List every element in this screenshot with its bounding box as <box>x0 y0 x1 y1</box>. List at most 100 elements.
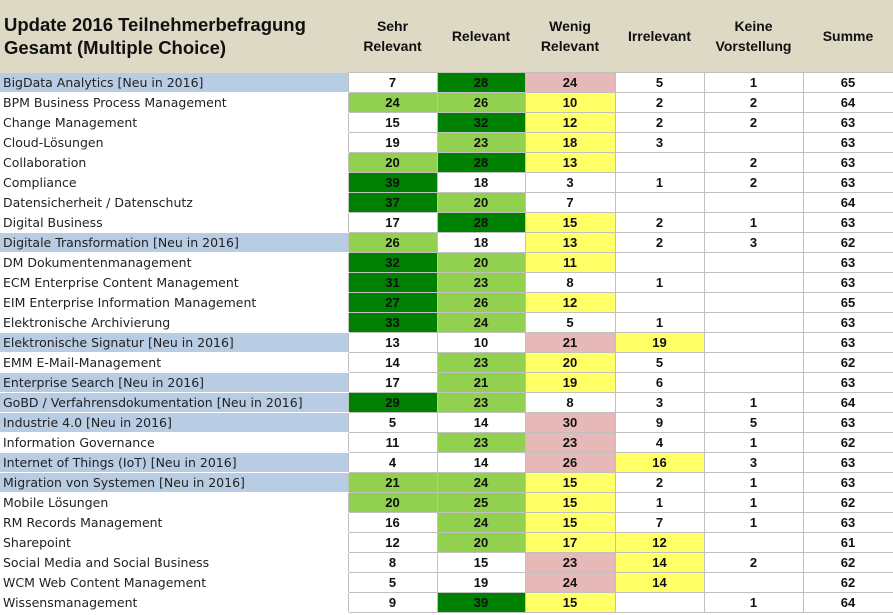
value-cell <box>703 312 804 333</box>
table-row: WCM Web Content Management 5 19 24 14 62 <box>0 572 893 593</box>
value-cell: 29 <box>347 392 438 413</box>
value-cell: 23 <box>524 432 616 453</box>
value-cell <box>703 132 804 153</box>
value-cell: 19 <box>436 572 526 593</box>
value-cell: 8 <box>524 272 616 293</box>
value-cell: 23 <box>436 272 526 293</box>
value-cell: 15 <box>524 592 616 613</box>
value-cell: 13 <box>524 152 616 173</box>
value-cell: 62 <box>802 572 893 593</box>
value-cell: 14 <box>436 412 526 433</box>
value-cell: 39 <box>436 592 526 613</box>
value-cell: 31 <box>347 272 438 293</box>
value-cell: 23 <box>436 432 526 453</box>
table-row: EMM E-Mail-Management 14 23 20 5 62 <box>0 352 893 373</box>
value-cell: 3 <box>703 232 804 253</box>
table-row: Enterprise Search [Neu in 2016] 17 21 19 6 63 <box>0 372 893 393</box>
value-cell: 11 <box>524 252 616 273</box>
value-cell: 63 <box>802 152 893 173</box>
table-title: Update 2016 Teilnehmerbefragung Gesamt (M… <box>0 0 348 73</box>
value-cell: 5 <box>614 72 705 93</box>
row-label: Digital Business <box>0 212 348 233</box>
value-cell: 62 <box>802 432 893 453</box>
value-cell: 1 <box>614 172 705 193</box>
value-cell: 1 <box>614 492 705 513</box>
value-cell <box>703 332 804 353</box>
value-cell: 63 <box>802 272 893 293</box>
value-cell: 24 <box>436 312 526 333</box>
value-cell <box>703 192 804 213</box>
value-cell: 3 <box>614 392 705 413</box>
value-cell: 27 <box>347 292 438 313</box>
table-row: Elektronische Archivierung 33 24 5 1 63 <box>0 312 893 333</box>
value-cell <box>703 372 804 393</box>
value-cell: 20 <box>524 352 616 373</box>
value-cell: 14 <box>614 552 705 573</box>
value-cell: 18 <box>436 232 526 253</box>
value-cell: 7 <box>347 72 438 93</box>
value-cell: 1 <box>614 312 705 333</box>
value-cell: 15 <box>436 552 526 573</box>
header-row: Update 2016 Teilnehmerbefragung Gesamt (M… <box>0 0 893 73</box>
table-row: Compliance 39 18 3 1 2 63 <box>0 172 893 193</box>
value-cell: 63 <box>802 132 893 153</box>
value-cell: 12 <box>524 112 616 133</box>
table-row: Collaboration 20 28 13 2 63 <box>0 152 893 173</box>
value-cell: 65 <box>802 292 893 313</box>
value-cell: 1 <box>703 212 804 233</box>
table-row: DM Dokumentenmanagement 32 20 11 63 <box>0 252 893 273</box>
value-cell: 7 <box>614 512 705 533</box>
value-cell: 30 <box>524 412 616 433</box>
table-row: Internet of Things (IoT) [Neu in 2016] 4 1… <box>0 452 893 473</box>
column-header-irrelevant: Irrelevant <box>615 0 704 73</box>
value-cell: 1 <box>703 72 804 93</box>
column-header-sehr-relevant: Sehr Relevant <box>348 0 437 73</box>
row-label: Cloud-Lösungen <box>0 132 348 153</box>
row-label: EMM E-Mail-Management <box>0 352 348 373</box>
value-cell <box>703 352 804 373</box>
value-cell: 5 <box>614 352 705 373</box>
value-cell: 5 <box>347 412 438 433</box>
table-row: Elektronische Signatur [Neu in 2016] 13 10… <box>0 332 893 353</box>
value-cell: 17 <box>347 212 438 233</box>
value-cell <box>614 592 705 613</box>
value-cell: 19 <box>347 132 438 153</box>
value-cell: 63 <box>802 452 893 473</box>
value-cell: 14 <box>436 452 526 473</box>
table-row: Cloud-Lösungen 19 23 18 3 63 <box>0 132 893 153</box>
value-cell: 3 <box>614 132 705 153</box>
table-row: BPM Business Process Management 24 26 10 2 2 6… <box>0 92 893 113</box>
value-cell: 16 <box>614 452 705 473</box>
value-cell: 20 <box>436 252 526 273</box>
value-cell: 24 <box>524 572 616 593</box>
value-cell: 1 <box>703 592 804 613</box>
value-cell: 28 <box>436 72 526 93</box>
value-cell: 2 <box>703 552 804 573</box>
row-label: Sharepoint <box>0 532 348 553</box>
value-cell: 1 <box>703 512 804 533</box>
table-row: GoBD / Verfahrensdokumentation [Neu in 2… <box>0 392 893 413</box>
value-cell: 8 <box>524 392 616 413</box>
table-row: Digital Business 17 28 15 2 1 63 <box>0 212 893 233</box>
value-cell: 32 <box>436 112 526 133</box>
value-cell: 20 <box>436 192 526 213</box>
title-line-1: Update 2016 Teilnehmerbefragung <box>4 14 306 36</box>
value-cell: 64 <box>802 92 893 113</box>
row-label: RM Records Management <box>0 512 348 533</box>
row-label: Social Media and Social Business <box>0 552 348 573</box>
value-cell: 2 <box>614 92 705 113</box>
column-header-keine-vorstellung: Keine Vorstellung <box>704 0 803 73</box>
value-cell: 62 <box>802 232 893 253</box>
value-cell: 63 <box>802 252 893 273</box>
value-cell: 10 <box>524 92 616 113</box>
row-label: Industrie 4.0 [Neu in 2016] <box>0 412 348 433</box>
value-cell: 14 <box>614 572 705 593</box>
value-cell: 23 <box>436 132 526 153</box>
row-label: Collaboration <box>0 152 348 173</box>
value-cell: 63 <box>802 212 893 233</box>
value-cell: 1 <box>703 392 804 413</box>
value-cell: 4 <box>347 452 438 473</box>
table-row: Migration von Systemen [Neu in 2016] 21 24… <box>0 472 893 493</box>
value-cell: 18 <box>524 132 616 153</box>
